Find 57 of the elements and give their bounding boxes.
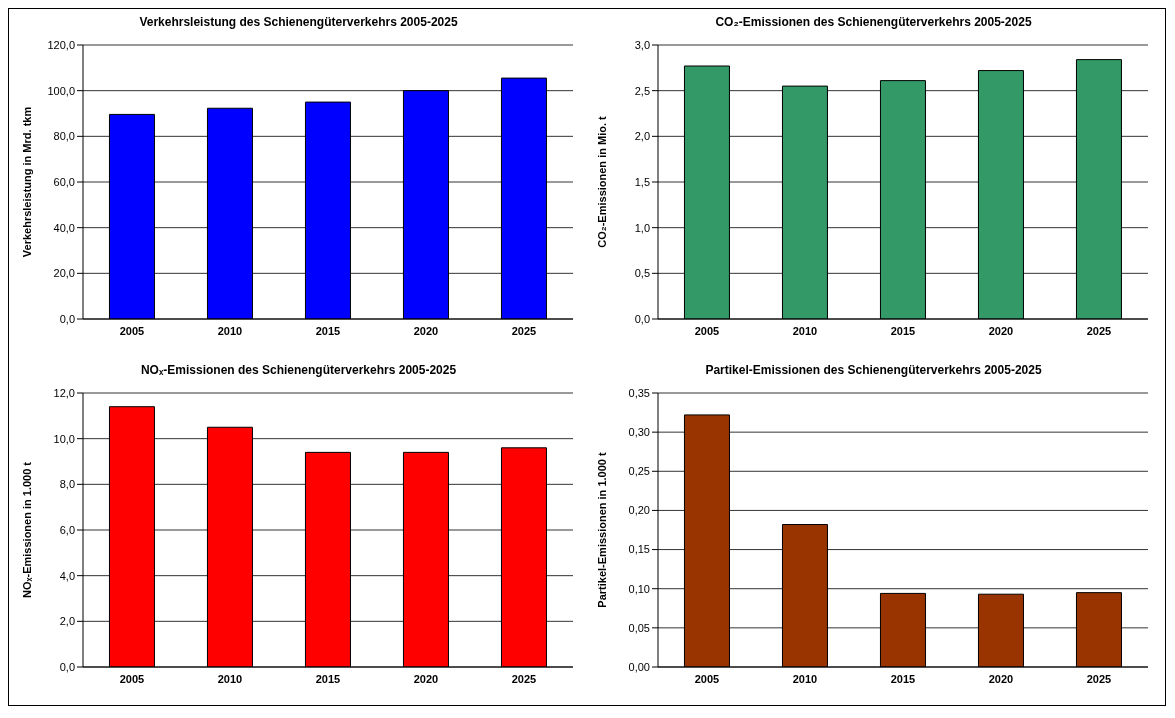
y-tick-label: 0,00 [628,660,650,673]
y-axis-title: Verkehrsleistung in Mrd. tkm [20,106,33,258]
x-tick-label: 2020 [988,324,1014,337]
y-tick-label: 1,5 [634,175,650,188]
y-tick-label: 0,0 [59,312,75,325]
x-tick-label: 2005 [694,672,720,685]
x-tick-label: 2020 [413,324,439,337]
chart-title: CO₂-Emissionen des Schienengüterverkehrs 2005-2025 [714,14,1033,31]
x-tick-label: 2015 [890,324,916,337]
y-axis-title: CO₂-Emissionen in Mio. t [595,115,608,248]
y-tick-label: 60,0 [53,175,75,188]
x-tick-label: 2010 [217,672,243,685]
x-tick-label: 2015 [890,672,916,685]
x-tick-label: 2005 [119,672,145,685]
y-tick-label: 2,0 [59,615,75,628]
x-tick-label: 2025 [511,324,537,337]
y-tick-label: 3,0 [634,38,650,51]
y-tick-label: 0,35 [628,386,650,399]
x-tick-label: 2005 [694,324,720,337]
y-tick-label: 2,5 [634,84,650,97]
x-tick-label: 2020 [413,672,439,685]
y-tick-label: 0,20 [628,504,650,517]
y-tick-label: 6,0 [59,523,75,536]
y-axis-title: NOₓ-Emissionen in 1.000 t [20,461,33,599]
chart-title: Verkehrsleistung des Schienengüterverkehrs 2005-2025 [138,14,459,31]
x-tick-label: 2025 [511,672,537,685]
y-tick-label: 0,5 [634,267,650,280]
y-tick-label: 0,05 [628,621,650,634]
x-tick-label: 2010 [792,324,818,337]
y-tick-label: 80,0 [53,130,75,143]
y-tick-label: 0,0 [634,312,650,325]
y-tick-label: 40,0 [53,221,75,234]
y-tick-label: 0,25 [628,465,650,478]
y-tick-label: 2,0 [634,130,650,143]
x-tick-label: 2020 [988,672,1014,685]
y-tick-label: 120,0 [47,38,75,51]
y-tick-label: 0,30 [628,426,650,439]
x-tick-label: 2010 [217,324,243,337]
x-tick-label: 2005 [119,324,145,337]
y-tick-label: 4,0 [59,569,75,582]
x-tick-label: 2010 [792,672,818,685]
y-tick-label: 12,0 [53,386,75,399]
y-tick-label: 20,0 [53,267,75,280]
chart-title: NOₓ-Emissionen des Schienengüterverkehrs 2005-2025 [139,362,458,379]
x-tick-label: 2025 [1086,324,1112,337]
y-tick-label: 100,0 [47,84,75,97]
x-tick-label: 2015 [315,672,341,685]
chart-title: Partikel-Emissionen des Schienengüterverkehrs 2005-2025 [704,362,1043,379]
x-tick-label: 2015 [315,324,341,337]
x-tick-label: 2025 [1086,672,1112,685]
y-tick-label: 8,0 [59,478,75,491]
y-tick-label: 0,0 [59,660,75,673]
y-tick-label: 0,15 [628,543,650,556]
y-axis-title: Partikel-Emissionen in 1.000 t [595,452,608,608]
y-tick-label: 10,0 [53,432,75,445]
y-tick-label: 1,0 [634,221,650,234]
y-tick-label: 0,10 [628,582,650,595]
